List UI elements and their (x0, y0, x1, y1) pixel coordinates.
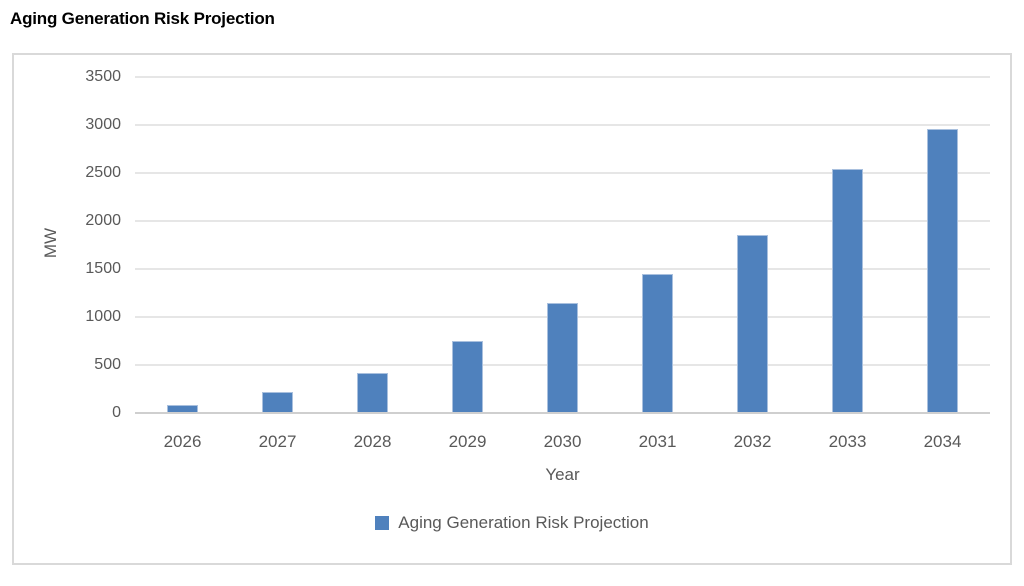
gridline-1500 (135, 268, 990, 270)
y-axis-title: MW (41, 227, 60, 259)
legend-label: Aging Generation Risk Projection (398, 513, 649, 532)
chart-frame: 0 500 1000 1500 2000 2500 3000 3500 MW Year Agi… (12, 53, 1012, 565)
x-axis-tick-label-2029: 2029 (448, 432, 487, 451)
legend: Aging Generation Risk Projection (14, 513, 1010, 533)
gridline-3500 (135, 76, 990, 78)
x-axis-title: Year (545, 465, 580, 484)
page-title: Aging Generation Risk Projection (10, 9, 275, 28)
x-axis-tick-label-2034: 2034 (923, 432, 962, 451)
x-axis-tick-label-2026: 2026 (163, 432, 202, 451)
x-axis-tick-label-2031: 2031 (638, 432, 677, 451)
bar-2032 (737, 235, 768, 413)
bar-2029 (452, 341, 483, 413)
y-axis-tick-label-3000: 3000 (85, 116, 121, 133)
x-axis-tick-label-2027: 2027 (258, 432, 297, 451)
bar-2027 (262, 391, 293, 413)
x-axis-tick-label-2030: 2030 (543, 432, 582, 451)
gridline-2000 (135, 220, 990, 222)
bar-2034 (927, 128, 958, 413)
gridline-2500 (135, 172, 990, 174)
y-axis-tick-label-500: 500 (94, 356, 121, 373)
gridline-3000 (135, 124, 990, 126)
x-axis-tick-label-2032: 2032 (733, 432, 772, 451)
x-axis-tick-label-2033: 2033 (828, 432, 867, 451)
bar-2026 (167, 405, 198, 413)
bar-2028 (357, 372, 388, 413)
y-axis-tick-label-1500: 1500 (85, 260, 121, 277)
legend-color-swatch-icon (375, 516, 390, 530)
y-axis-tick-label-1000: 1000 (85, 308, 121, 325)
y-axis-tick-label-2000: 2000 (85, 212, 121, 229)
bar-2033 (832, 169, 863, 413)
y-axis-tick-labels: 0 500 1000 1500 2000 2500 3000 3500 (14, 55, 121, 435)
y-axis-tick-label-0: 0 (112, 404, 121, 421)
bar-2030 (547, 302, 578, 413)
x-axis-line (135, 412, 990, 414)
y-axis-tick-label-3500: 3500 (85, 68, 121, 85)
x-axis-tick-label-2028: 2028 (353, 432, 392, 451)
plot-area (135, 76, 990, 414)
y-axis-tick-label-2500: 2500 (85, 164, 121, 181)
bar-2031 (642, 273, 673, 413)
